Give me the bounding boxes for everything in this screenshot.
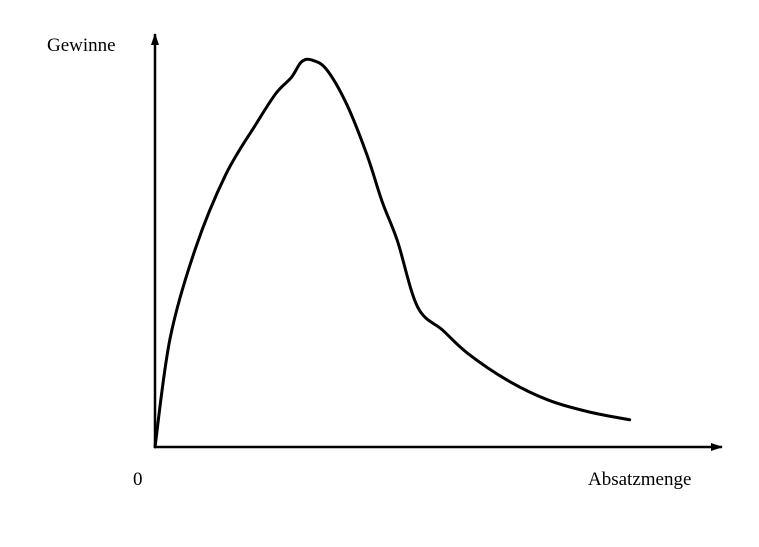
y-axis-label: Gewinne bbox=[47, 35, 116, 56]
x-axis-label: Absatzmenge bbox=[588, 469, 691, 490]
series-line-0 bbox=[153, 57, 632, 449]
origin-label: 0 bbox=[133, 469, 143, 490]
series-group bbox=[153, 57, 632, 449]
